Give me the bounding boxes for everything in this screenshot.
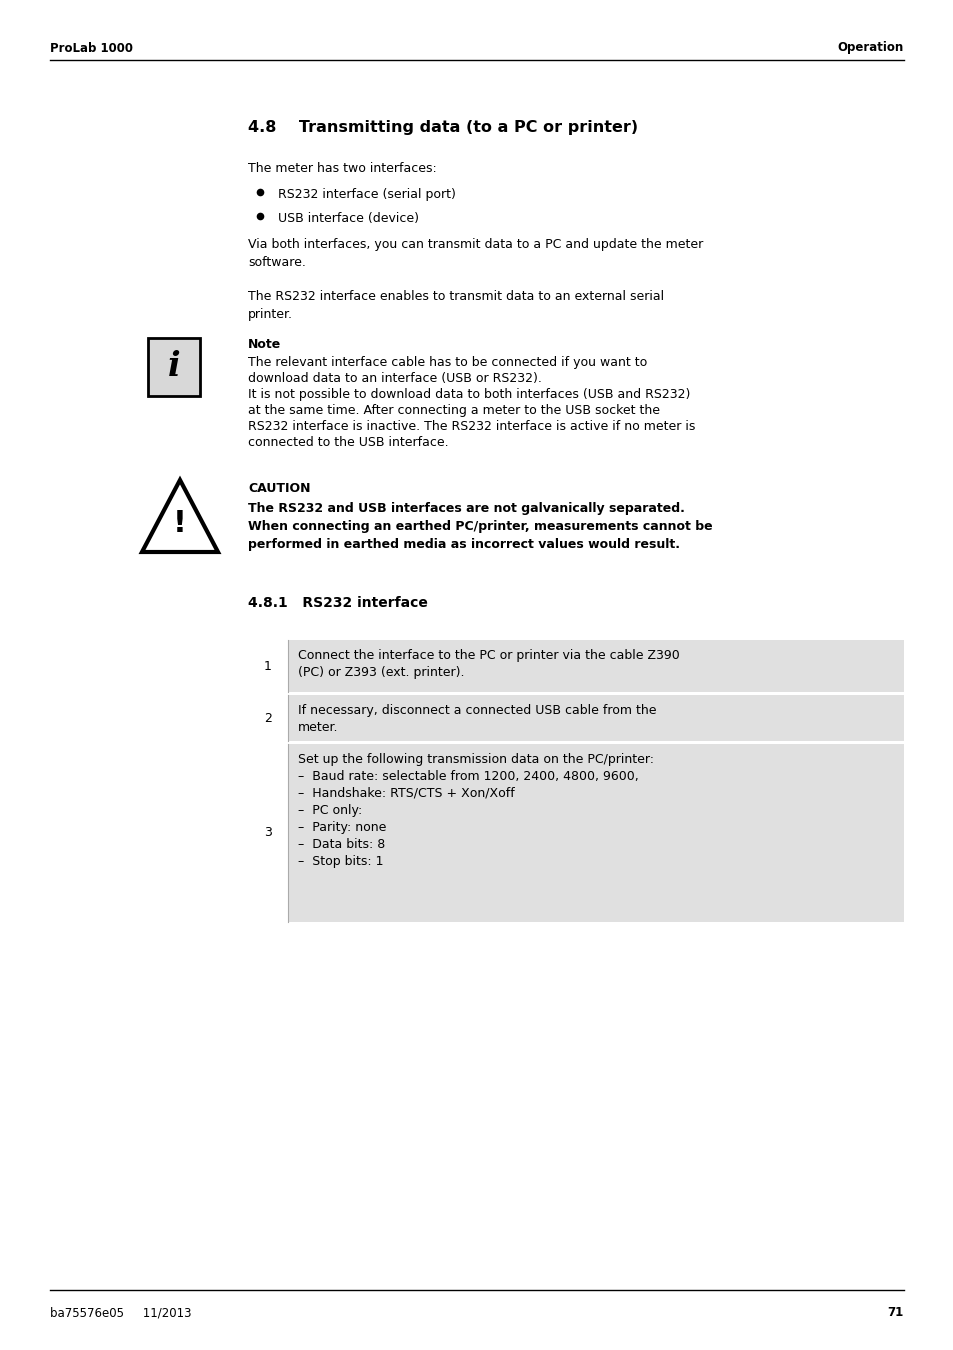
Text: –  Handshake: RTS/CTS + Xon/Xoff: – Handshake: RTS/CTS + Xon/Xoff (297, 787, 515, 801)
Text: at the same time. After connecting a meter to the USB socket the: at the same time. After connecting a met… (248, 404, 659, 417)
Text: CAUTION: CAUTION (248, 482, 310, 495)
Text: 2: 2 (264, 711, 272, 725)
Text: Note: Note (248, 338, 281, 351)
Text: Operation: Operation (837, 42, 903, 54)
Text: If necessary, disconnect a connected USB cable from the: If necessary, disconnect a connected USB… (297, 703, 656, 717)
Text: 3: 3 (264, 826, 272, 840)
Text: 4.8    Transmitting data (to a PC or printer): 4.8 Transmitting data (to a PC or printe… (248, 120, 638, 135)
Text: The RS232 and USB interfaces are not galvanically separated.: The RS232 and USB interfaces are not gal… (248, 502, 684, 514)
Bar (148, 338, 200, 396)
Bar (248, 744, 903, 922)
Text: RS232 interface is inactive. The RS232 interface is active if no meter is: RS232 interface is inactive. The RS232 i… (248, 420, 695, 433)
Text: Via both interfaces, you can transmit data to a PC and update the meter
software: Via both interfaces, you can transmit da… (248, 238, 702, 269)
Text: 71: 71 (887, 1305, 903, 1319)
Text: 4.8.1   RS232 interface: 4.8.1 RS232 interface (248, 595, 428, 610)
Text: USB interface (device): USB interface (device) (277, 212, 418, 225)
Text: RS232 interface (serial port): RS232 interface (serial port) (277, 188, 456, 201)
Text: (PC) or Z393 (ext. printer).: (PC) or Z393 (ext. printer). (297, 666, 464, 679)
Text: 1: 1 (264, 660, 272, 672)
Text: !: ! (172, 509, 187, 537)
Text: download data to an interface (USB or RS232).: download data to an interface (USB or RS… (248, 373, 541, 385)
Text: –  Baud rate: selectable from 1200, 2400, 4800, 9600,: – Baud rate: selectable from 1200, 2400,… (297, 769, 639, 783)
Bar (248, 640, 288, 693)
Polygon shape (142, 481, 218, 552)
Text: ProLab 1000: ProLab 1000 (50, 42, 132, 54)
Text: connected to the USB interface.: connected to the USB interface. (248, 436, 448, 450)
Text: Set up the following transmission data on the PC/printer:: Set up the following transmission data o… (297, 753, 654, 765)
Text: –  Stop bits: 1: – Stop bits: 1 (297, 855, 383, 868)
Bar (248, 640, 903, 693)
Text: meter.: meter. (297, 721, 338, 734)
Text: The RS232 interface enables to transmit data to an external serial
printer.: The RS232 interface enables to transmit … (248, 290, 663, 321)
Text: The relevant interface cable has to be connected if you want to: The relevant interface cable has to be c… (248, 356, 646, 369)
Text: It is not possible to download data to both interfaces (USB and RS232): It is not possible to download data to b… (248, 387, 690, 401)
Bar (248, 744, 288, 922)
Text: ba75576e05     11/2013: ba75576e05 11/2013 (50, 1305, 192, 1319)
Text: i: i (168, 351, 180, 383)
Text: performed in earthed media as incorrect values would result.: performed in earthed media as incorrect … (248, 539, 679, 551)
Text: –  Parity: none: – Parity: none (297, 821, 386, 834)
Bar (248, 695, 288, 741)
Text: The meter has two interfaces:: The meter has two interfaces: (248, 162, 436, 176)
Text: When connecting an earthed PC/printer, measurements cannot be: When connecting an earthed PC/printer, m… (248, 520, 712, 533)
Bar (248, 695, 903, 741)
Text: –  PC only:: – PC only: (297, 805, 362, 817)
Text: –  Data bits: 8: – Data bits: 8 (297, 838, 385, 850)
Text: Connect the interface to the PC or printer via the cable Z390: Connect the interface to the PC or print… (297, 649, 679, 662)
